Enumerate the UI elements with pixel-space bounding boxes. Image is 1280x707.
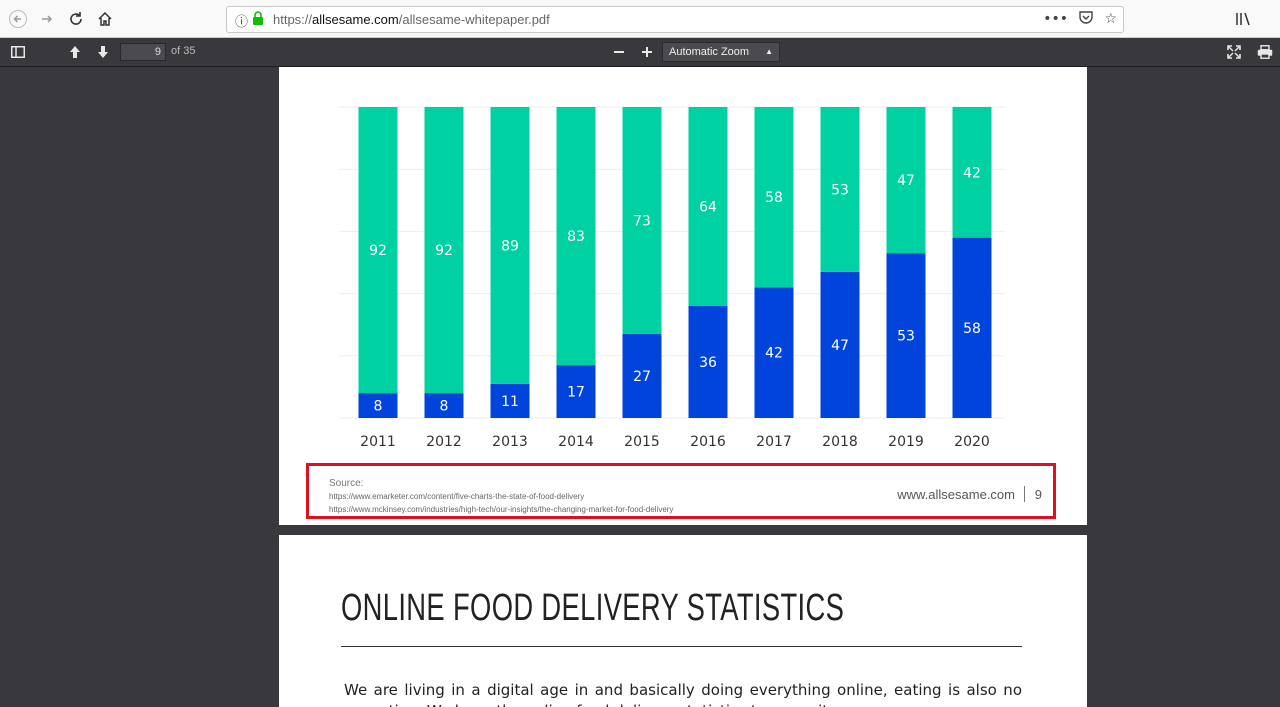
select-arrows-icon: ▲ <box>765 47 773 56</box>
bar-segment <box>688 107 728 307</box>
reload-icon[interactable] <box>65 8 87 30</box>
presentation-mode-icon[interactable] <box>1226 42 1242 62</box>
browser-navbar: ⓘ https://allsesame.com/allsesame-whitep… <box>0 0 1280 38</box>
data-label: 92 <box>369 243 387 259</box>
zoom-select[interactable]: Automatic Zoom ▲ <box>662 42 780 62</box>
previous-page-icon[interactable] <box>67 42 83 62</box>
bar-segment <box>424 107 464 394</box>
x-tick-label: 2012 <box>426 434 462 450</box>
data-label: 8 <box>374 399 383 415</box>
bar-segment <box>952 237 992 418</box>
intro-paragraph: We are living in a digital age in and ba… <box>344 681 1022 707</box>
url-text[interactable]: https://allsesame.com/allsesame-whitepap… <box>273 12 550 27</box>
bookmark-star-icon[interactable]: ☆ <box>1104 11 1117 27</box>
source-link-emarketer[interactable]: https://www.emarketer.com/content/five-c… <box>329 492 585 501</box>
data-label: 47 <box>831 338 849 354</box>
section-heading: ONLINE FOOD DELIVERY STATISTICS <box>341 587 845 629</box>
pocket-icon[interactable] <box>1079 11 1093 28</box>
bar-segment <box>622 107 662 335</box>
page-number: 9 <box>1034 487 1042 502</box>
page-actions-icon[interactable]: ••• <box>1043 11 1068 27</box>
zoom-select-value: Automatic Zoom <box>669 46 750 58</box>
page-count-label: of 35 <box>171 45 196 57</box>
x-tick-label: 2011 <box>360 434 396 450</box>
zoom-out-icon[interactable] <box>611 42 627 62</box>
x-tick-label: 2016 <box>690 434 726 450</box>
bar-segment <box>688 306 728 418</box>
data-label: 53 <box>897 329 915 345</box>
info-icon[interactable]: ⓘ <box>235 15 249 30</box>
bar-segment <box>556 365 596 418</box>
bar-segment <box>490 383 530 418</box>
bar-segment <box>886 107 926 254</box>
data-label: 64 <box>699 200 717 216</box>
data-label: 53 <box>831 182 849 198</box>
bar-segment <box>622 334 662 418</box>
zoom-in-icon[interactable] <box>639 42 655 62</box>
pdf-page-10: ONLINE FOOD DELIVERY STATISTICS We are l… <box>279 535 1087 707</box>
data-label: 36 <box>699 355 717 371</box>
footer-divider <box>1024 486 1025 502</box>
bar-segment <box>424 393 464 418</box>
heading-rule <box>341 646 1022 647</box>
home-icon[interactable] <box>94 8 116 30</box>
bar-segment <box>952 107 992 238</box>
print-icon[interactable] <box>1256 42 1274 62</box>
bar-segment <box>556 107 596 366</box>
pdf-toolbar: 9 of 35 Automatic Zoom ▲ <box>0 38 1280 67</box>
back-arrow-icon[interactable] <box>7 8 29 30</box>
source-title: Source: <box>329 478 364 489</box>
data-label: 42 <box>765 346 783 362</box>
bar-segment <box>820 107 860 272</box>
x-tick-label: 2018 <box>822 434 858 450</box>
data-label: 83 <box>567 229 585 245</box>
next-page-icon[interactable] <box>95 42 111 62</box>
bar-segment <box>358 107 398 394</box>
page-number-input[interactable]: 9 <box>120 43 166 61</box>
bar-segment <box>490 107 530 384</box>
sidebar-toggle-icon[interactable] <box>10 42 26 62</box>
bar-segment <box>820 271 860 418</box>
library-icon[interactable] <box>1233 8 1255 30</box>
x-tick-label: 2015 <box>624 434 660 450</box>
url-bar[interactable]: ⓘ https://allsesame.com/allsesame-whitep… <box>226 6 1124 33</box>
site-url: www.allsesame.com <box>897 487 1015 502</box>
data-label: 8 <box>440 399 449 415</box>
data-label: 47 <box>897 173 915 189</box>
data-label: 42 <box>963 165 981 181</box>
bar-segment <box>886 253 926 418</box>
bar-segment <box>358 393 398 418</box>
bar-segment <box>754 107 794 288</box>
x-tick-label: 2017 <box>756 434 792 450</box>
data-label: 11 <box>501 394 519 410</box>
source-footer-highlight: Source: https://www.emarketer.com/conten… <box>306 463 1056 519</box>
x-tick-label: 2020 <box>954 434 990 450</box>
data-label: 58 <box>765 190 783 206</box>
data-label: 73 <box>633 214 651 230</box>
data-label: 89 <box>501 238 519 254</box>
chart-canvas: 8 92 2011 8 92 2012 11 89 2013 17 83 2014 27 73 2015 36… <box>339 106 1005 450</box>
x-tick-label: 2019 <box>888 434 924 450</box>
x-tick-label: 2013 <box>492 434 528 450</box>
data-label: 92 <box>435 243 453 259</box>
source-link-mckinsey[interactable]: https://www.mckinsey.com/industries/high… <box>329 505 674 514</box>
data-label: 17 <box>567 385 585 401</box>
bar-segment <box>754 287 794 418</box>
data-label: 27 <box>633 369 651 385</box>
forward-arrow-icon[interactable] <box>36 8 58 30</box>
pdf-page-9: 8 92 2011 8 92 2012 11 89 2013 17 83 2014 27 73 2015 36… <box>279 67 1087 525</box>
secure-lock-icon[interactable] <box>252 11 264 29</box>
x-tick-label: 2014 <box>558 434 594 450</box>
data-label: 58 <box>963 321 981 337</box>
